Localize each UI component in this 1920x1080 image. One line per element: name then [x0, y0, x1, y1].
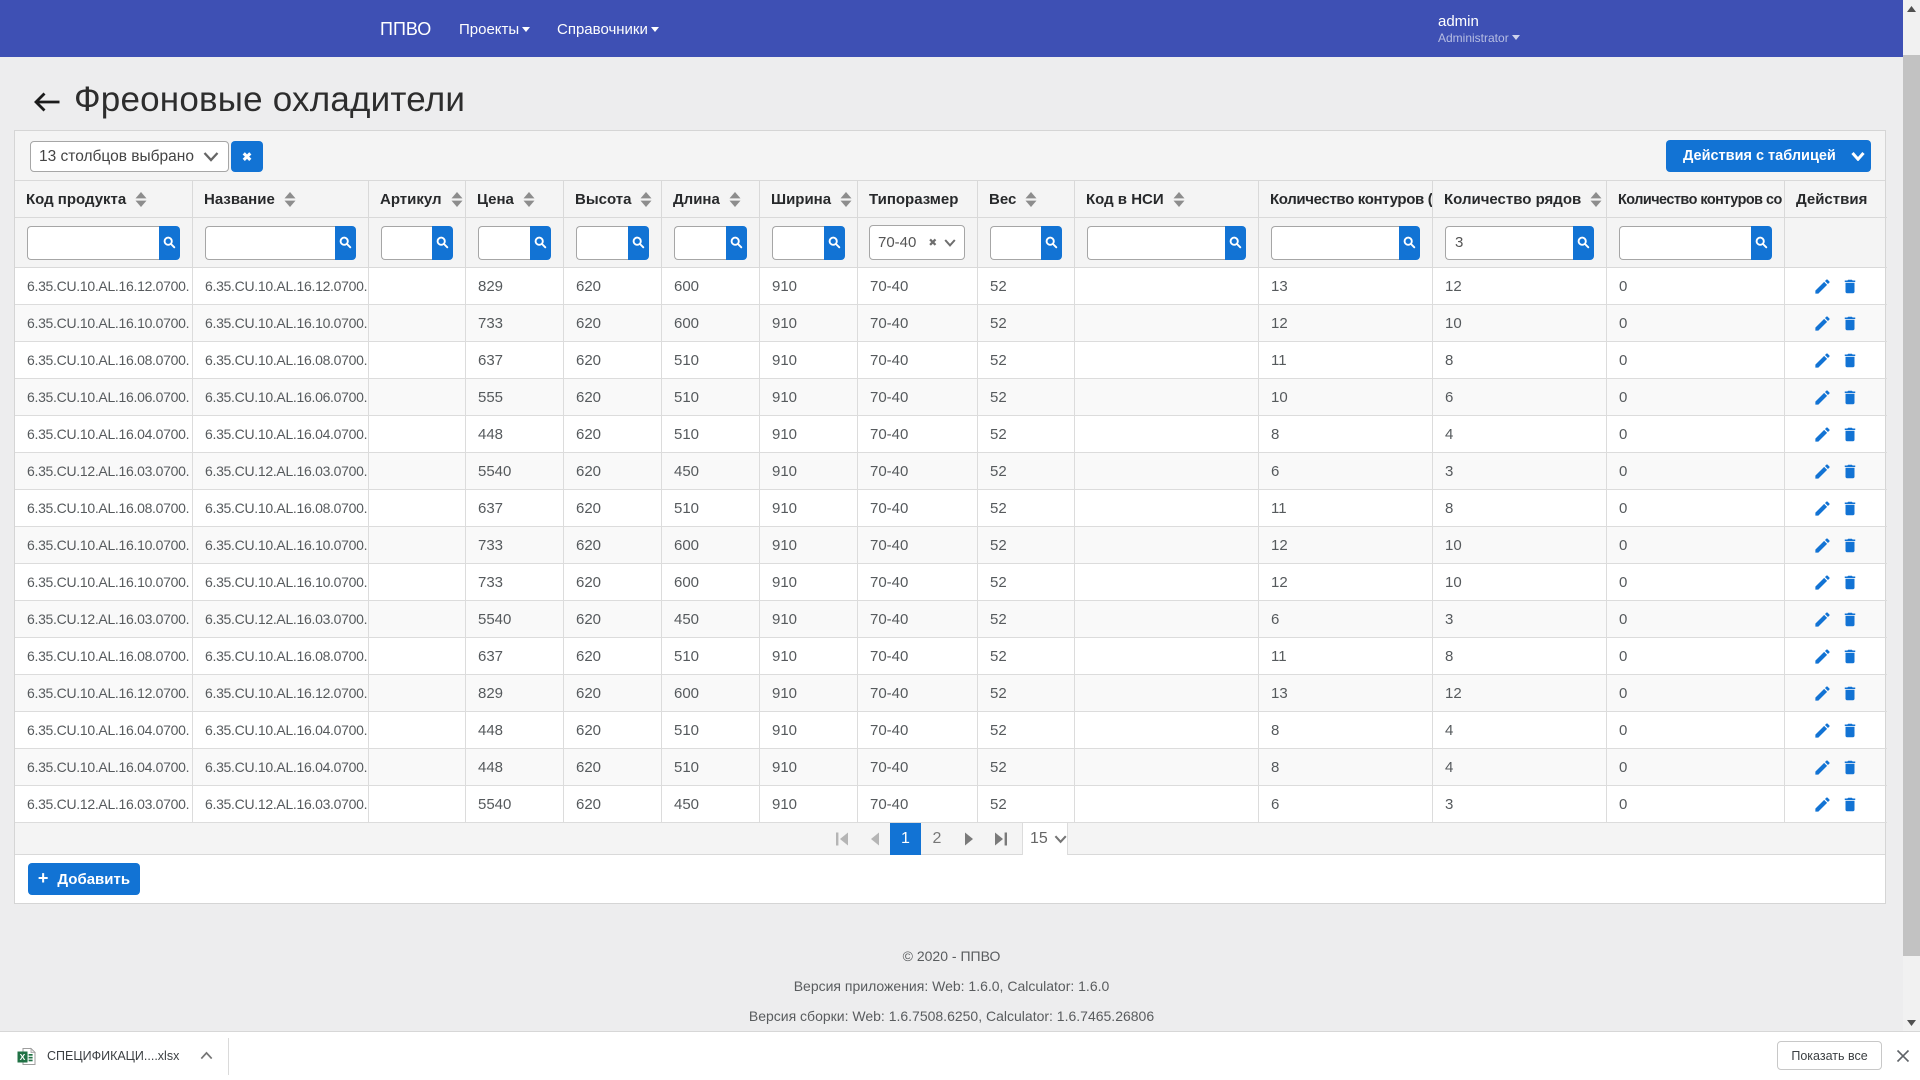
svg-text:X: X — [20, 1052, 26, 1062]
